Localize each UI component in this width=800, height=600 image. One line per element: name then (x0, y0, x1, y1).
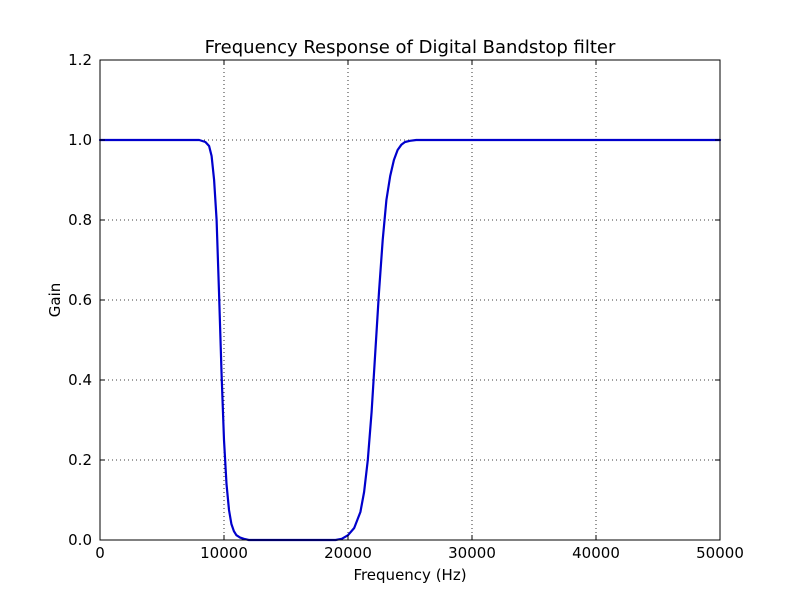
y-tick-label: 0.4 (68, 371, 92, 389)
x-tick-label: 10000 (200, 544, 248, 562)
x-tick-label: 40000 (572, 544, 620, 562)
y-tick-label: 1.2 (68, 51, 92, 69)
y-tick-label: 1.0 (68, 131, 92, 149)
x-tick-label: 0 (95, 544, 105, 562)
x-tick-label: 30000 (448, 544, 496, 562)
series-layer (98, 138, 722, 542)
x-axis-label: Frequency (Hz) (353, 566, 466, 584)
x-tick-label: 20000 (324, 544, 372, 562)
y-tick-label: 0.0 (68, 531, 92, 549)
y-tick-label: 0.8 (68, 211, 92, 229)
y-tick-label: 0.6 (68, 291, 92, 309)
x-tick-label: 50000 (696, 544, 744, 562)
ticks: 0 10000 20000 30000 40000 50000 0.0 0.2 0.4 0.6 0.… (68, 51, 744, 562)
chart-title: Frequency Response of Digital Bandstop f… (205, 37, 616, 58)
y-tick-label: 0.2 (68, 451, 92, 469)
series-line (98, 138, 722, 542)
y-axis-label: Gain (46, 283, 64, 318)
